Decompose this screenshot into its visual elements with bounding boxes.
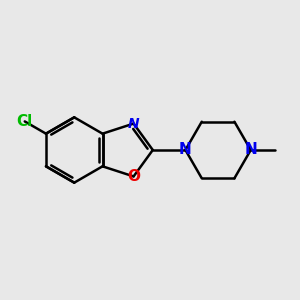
Text: O: O (127, 169, 140, 184)
Text: N: N (244, 142, 257, 158)
Text: Cl: Cl (16, 114, 33, 129)
Text: N: N (128, 117, 140, 130)
Text: N: N (179, 142, 192, 158)
